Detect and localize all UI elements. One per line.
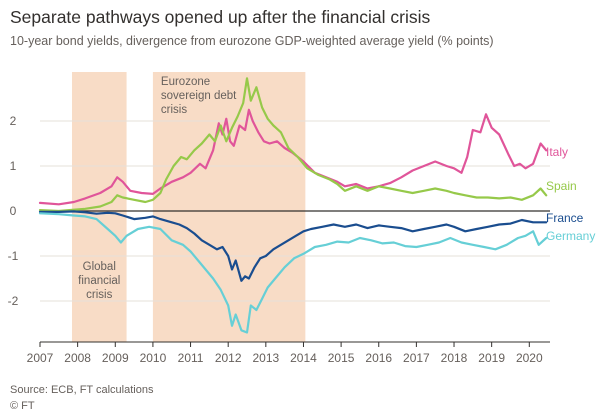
x-tick-label: 2016 [365,351,392,365]
series-line-france [38,210,548,282]
series-label-france: France [546,211,584,225]
shaded-period-label: crisis [161,104,187,116]
y-tick-label: 1 [10,159,17,173]
x-tick-label: 2017 [403,351,430,365]
ft-credit: © FT [10,400,35,412]
series-line-spain [38,77,548,213]
shaded-periods: Global financial crisis Eurozone sovereign d… [71,72,306,342]
x-tick-label: 2018 [441,351,468,365]
x-tick-label: 2020 [516,351,543,365]
series-labels: Italy Spain France Germany [546,145,595,243]
shaded-period-label: Eurozone [161,76,210,88]
x-axis: 2007 2008 2009 2010 2011 2012 2013 2014 2015 2016… [27,341,550,365]
shaded-period-label: sovereign debt [161,90,237,102]
x-tick-label: 2007 [27,351,54,365]
series-label-italy: Italy [546,145,568,159]
chart-subtitle: 10-year bond yields, divergence from eur… [10,34,494,48]
x-tick-label: 2014 [290,351,317,365]
x-tick-label: 2008 [64,351,91,365]
x-tick-label: 2012 [215,351,242,365]
x-tick-label: 2010 [140,351,167,365]
y-tick-label: 0 [10,204,17,218]
y-tick-label: -2 [8,294,19,308]
source-note: Source: ECB, FT calculations [10,384,154,396]
y-tick-labels: 2 1 0 -1 -2 [8,114,19,308]
series-label-germany: Germany [546,229,595,243]
series-lines [38,77,548,334]
shaded-period-label: Global [83,261,116,273]
y-tick-label: -1 [8,249,19,263]
series-label-spain: Spain [546,179,577,193]
x-tick-label: 2015 [328,351,355,365]
x-tick-label: 2013 [252,351,279,365]
x-tick-label: 2011 [178,351,204,365]
series-line-italy [38,108,548,206]
series-line-germany [38,212,548,334]
shaded-period-2 [152,72,306,342]
chart-title: Separate pathways opened up after the fi… [10,7,431,27]
shaded-period-label: crisis [86,289,112,301]
x-tick-label: 2009 [102,351,129,365]
y-tick-label: 2 [10,114,17,128]
x-tick-label: 2019 [478,351,505,365]
shaded-period-label: financial [78,275,120,287]
